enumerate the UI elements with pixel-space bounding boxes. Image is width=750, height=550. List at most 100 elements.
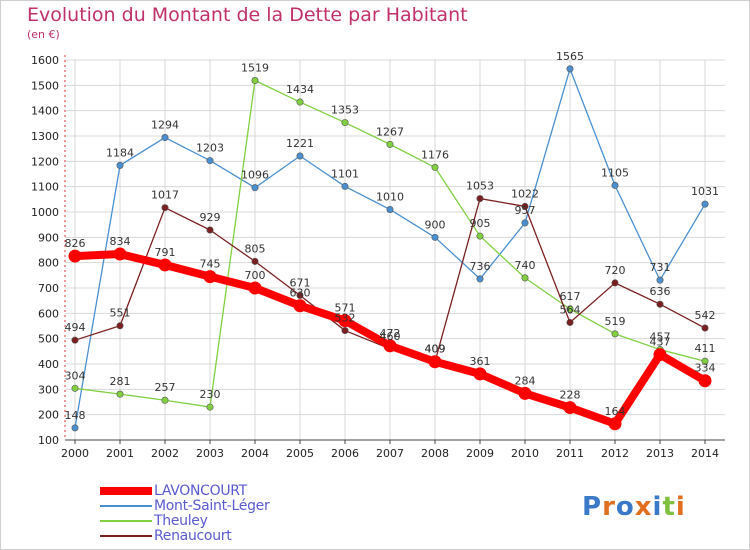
- data-label: 437: [650, 336, 671, 349]
- data-label: 457: [650, 331, 671, 344]
- data-point: [206, 157, 214, 165]
- data-point: [611, 330, 619, 338]
- data-point: [701, 357, 709, 365]
- y-tick-label: 500: [38, 333, 59, 346]
- x-tick-label: 2005: [286, 447, 314, 460]
- data-point: [431, 233, 439, 241]
- data-point: [161, 396, 169, 404]
- data-point: [428, 355, 442, 369]
- data-point: [656, 300, 664, 308]
- data-point: [521, 219, 529, 227]
- logo-letter: o: [615, 492, 635, 522]
- data-label: 164: [605, 405, 626, 418]
- legend-label: Renaucourt: [154, 528, 232, 544]
- proxiti-logo: Proxiti: [582, 492, 686, 522]
- data-label: 905: [470, 217, 491, 230]
- data-point: [476, 195, 484, 203]
- data-label: 1053: [466, 180, 494, 193]
- data-label: 460: [380, 330, 401, 343]
- data-label: 1294: [151, 119, 179, 132]
- data-label: 472: [380, 327, 401, 340]
- data-point: [521, 202, 529, 210]
- data-point: [116, 322, 124, 330]
- legend-label: Mont-Saint-Léger: [154, 498, 270, 514]
- data-point: [161, 134, 169, 142]
- data-point: [296, 152, 304, 160]
- data-point: [161, 204, 169, 212]
- data-point: [473, 367, 487, 381]
- data-label: 1096: [241, 169, 269, 182]
- data-label: 617: [560, 290, 581, 303]
- data-label: 900: [425, 218, 446, 231]
- data-label: 257: [155, 381, 176, 394]
- data-point: [113, 247, 127, 261]
- data-label: 494: [65, 321, 86, 334]
- x-tick-label: 2014: [691, 447, 719, 460]
- data-label: 551: [110, 307, 131, 320]
- data-point: [566, 65, 574, 73]
- data-point: [566, 318, 574, 326]
- y-tick-label: 1100: [31, 181, 59, 194]
- data-label: 1101: [331, 167, 359, 180]
- x-tick-label: 2004: [241, 447, 269, 460]
- legend-swatch: [100, 505, 152, 507]
- data-label: 740: [515, 259, 536, 272]
- data-label: 1434: [286, 83, 314, 96]
- y-tick-label: 900: [38, 231, 59, 244]
- data-label: 1519: [241, 62, 269, 75]
- y-tick-label: 1400: [31, 105, 59, 118]
- data-label: 1203: [196, 142, 224, 155]
- data-label: 361: [470, 355, 491, 368]
- data-point: [341, 119, 349, 127]
- data-point: [71, 424, 79, 432]
- data-label: 929: [200, 211, 221, 224]
- x-tick-label: 2009: [466, 447, 494, 460]
- y-tick-label: 1600: [31, 54, 59, 67]
- data-label: 1010: [376, 190, 404, 203]
- data-point: [203, 270, 217, 284]
- data-point: [608, 417, 622, 431]
- y-tick-label: 400: [38, 358, 59, 371]
- y-tick-label: 300: [38, 383, 59, 396]
- data-point: [386, 140, 394, 148]
- data-point: [251, 77, 259, 85]
- x-tick-label: 2008: [421, 447, 449, 460]
- y-tick-label: 1000: [31, 206, 59, 219]
- data-point: [251, 184, 259, 192]
- data-point: [293, 299, 307, 313]
- data-point: [296, 291, 304, 299]
- data-point: [566, 305, 574, 313]
- data-point: [701, 324, 709, 332]
- chart-title: Evolution du Montant de la Dette par Hab…: [27, 4, 468, 26]
- data-label: 805: [245, 242, 266, 255]
- y-tick-label: 100: [38, 434, 59, 447]
- data-point: [71, 384, 79, 392]
- y-tick-label: 1200: [31, 155, 59, 168]
- x-tick-label: 2003: [196, 447, 224, 460]
- legend-label: Theuley: [154, 513, 208, 529]
- logo-letter: i: [652, 492, 663, 522]
- data-point: [476, 232, 484, 240]
- data-point: [431, 163, 439, 171]
- data-point: [476, 275, 484, 283]
- data-label: 334: [695, 362, 716, 375]
- legend-swatch: [100, 520, 152, 522]
- logo-letter: t: [662, 492, 676, 522]
- data-point: [68, 249, 82, 263]
- data-label: 720: [605, 264, 626, 277]
- logo-letter: P: [582, 492, 603, 522]
- data-label: 1022: [511, 187, 539, 200]
- data-point: [341, 182, 349, 190]
- data-point: [383, 339, 397, 353]
- data-point: [206, 226, 214, 234]
- legend-swatch: [100, 535, 152, 537]
- data-label: 834: [110, 235, 131, 248]
- chart-subtitle: (en €): [27, 28, 60, 41]
- data-label: 745: [200, 258, 221, 271]
- data-point: [251, 257, 259, 265]
- data-label: 564: [560, 303, 581, 316]
- axes: 100 200 300 400 500 600 700 800 900 1000 1100 1200 1…: [31, 54, 725, 460]
- data-point: [338, 314, 352, 328]
- data-label: 671: [290, 276, 311, 289]
- legend-swatch: [100, 487, 152, 495]
